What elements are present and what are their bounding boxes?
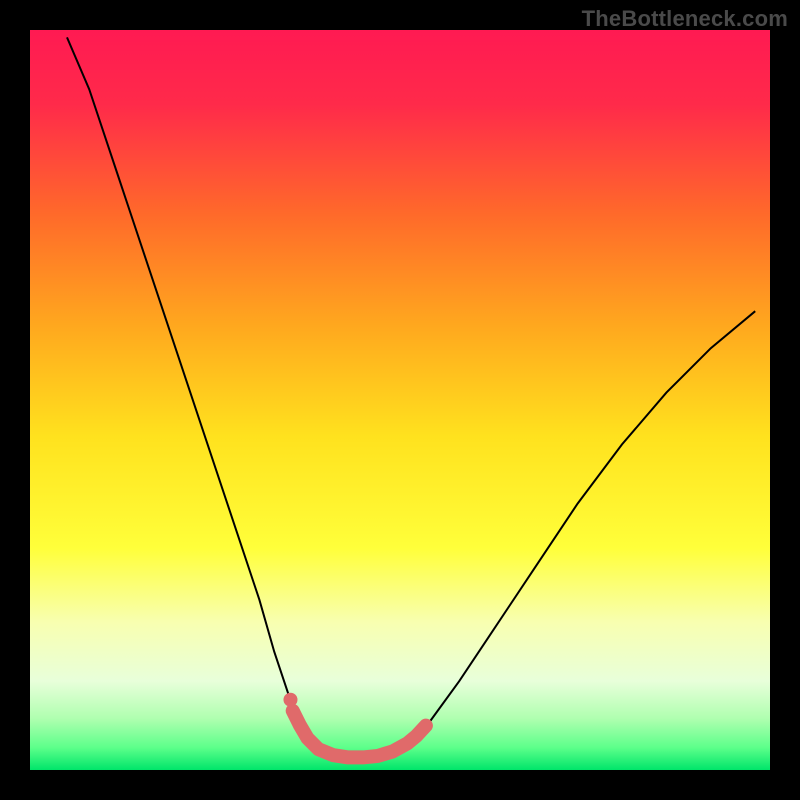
bottleneck-chart <box>0 0 800 800</box>
valley-marker-dot <box>283 693 297 707</box>
